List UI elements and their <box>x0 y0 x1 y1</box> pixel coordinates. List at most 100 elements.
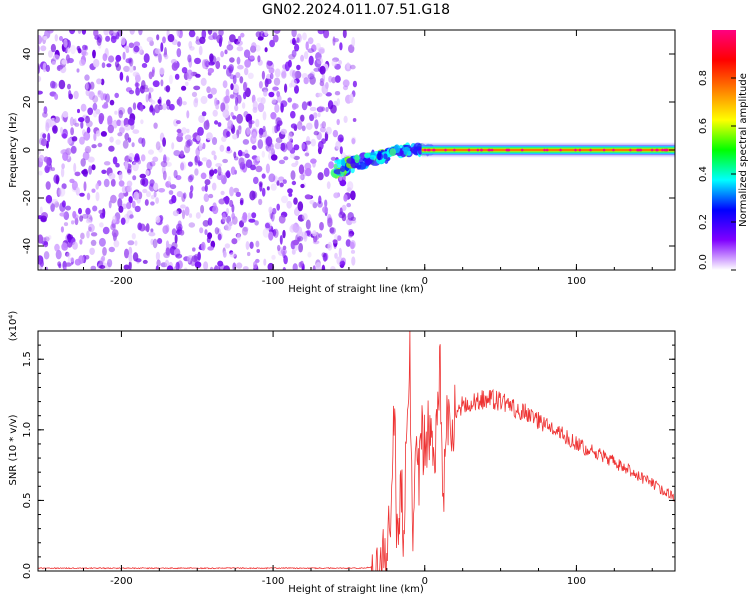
signal-peak <box>650 148 654 152</box>
noise-blob <box>187 175 193 183</box>
noise-blob <box>287 59 292 68</box>
noise-blob <box>219 35 223 45</box>
noise-blob <box>99 213 106 219</box>
noise-blob <box>284 83 288 93</box>
snr-line <box>38 331 675 571</box>
noise-blob <box>270 154 278 161</box>
noise-blob <box>194 168 199 176</box>
noise-blob <box>230 83 234 91</box>
noise-blob <box>214 227 220 235</box>
noise-blob <box>67 137 73 145</box>
noise-blob <box>293 197 298 205</box>
noise-blob <box>283 156 289 161</box>
noise-blob <box>99 265 106 269</box>
noise-blob <box>50 167 56 172</box>
noise-blob <box>220 50 225 58</box>
noise-blob <box>275 137 283 144</box>
noise-blob <box>222 80 228 89</box>
noise-blob <box>61 200 66 208</box>
noise-blob <box>307 48 315 54</box>
noise-blob <box>77 108 80 114</box>
noise-blob <box>181 85 187 91</box>
noise-blob <box>98 112 105 123</box>
noise-blob <box>263 258 267 266</box>
noise-blob <box>88 223 95 233</box>
noise-blob <box>221 212 227 223</box>
noise-blob <box>175 261 180 270</box>
noise-blob <box>52 125 58 134</box>
noise-blob <box>114 92 119 99</box>
signal-peak <box>636 148 639 152</box>
noise-blob <box>47 132 51 143</box>
noise-blob <box>220 102 226 112</box>
noise-blob <box>151 69 155 77</box>
noise-blob <box>281 71 287 79</box>
noise-blob <box>113 240 120 248</box>
noise-blob <box>185 81 189 87</box>
noise-blob <box>176 98 181 105</box>
noise-blob <box>214 264 218 270</box>
noise-blob <box>218 198 226 205</box>
noise-blob <box>133 191 140 201</box>
noise-blob <box>286 200 293 209</box>
noise-blob <box>40 45 47 52</box>
noise-blob <box>332 239 338 244</box>
noise-blob <box>132 175 137 181</box>
noise-blob <box>278 215 286 224</box>
noise-blob <box>341 204 347 211</box>
signal-peak <box>490 148 494 152</box>
noise-blob <box>237 149 243 157</box>
noise-blob <box>217 260 224 267</box>
noise-blob <box>274 116 281 122</box>
x-tick-label: -100 <box>262 576 285 587</box>
noise-blob <box>216 56 221 62</box>
noise-blob <box>175 253 183 259</box>
noise-blob <box>271 254 276 260</box>
signal-peak <box>665 148 668 152</box>
noise-blob <box>233 151 237 159</box>
noise-blob <box>307 101 311 106</box>
noise-blob <box>58 263 62 269</box>
noise-blob <box>316 57 323 65</box>
noise-blob <box>334 75 341 83</box>
noise-blob <box>144 199 149 206</box>
noise-blob <box>140 119 144 125</box>
noise-blob <box>112 30 118 37</box>
noise-blob <box>91 144 97 149</box>
noise-blob <box>42 133 47 139</box>
noise-blob <box>137 159 141 165</box>
noise-blob <box>54 34 58 42</box>
noise-blob <box>123 65 130 72</box>
noise-blob <box>122 140 129 149</box>
noise-blob <box>149 161 156 167</box>
noise-blob <box>348 229 354 234</box>
noise-blob <box>222 109 230 119</box>
noise-blob <box>292 102 297 111</box>
noise-blob <box>232 133 238 140</box>
noise-blob <box>118 192 125 200</box>
noise-blob <box>179 150 184 157</box>
noise-blob <box>131 233 136 240</box>
noise-blob <box>317 30 325 35</box>
noise-blob <box>88 91 96 101</box>
noise-blob <box>236 56 241 65</box>
noise-blob <box>146 191 151 198</box>
noise-blob <box>349 64 356 70</box>
noise-blob <box>68 90 72 98</box>
noise-blob <box>314 119 319 130</box>
noise-blob <box>225 207 230 215</box>
noise-blob <box>246 127 251 135</box>
noise-blob <box>317 112 321 118</box>
noise-blob <box>119 126 125 134</box>
noise-blob <box>289 153 296 159</box>
noise-blob <box>70 145 77 154</box>
noise-blob <box>293 144 300 151</box>
noise-blob <box>162 137 167 147</box>
noise-blob <box>154 48 161 55</box>
noise-blob <box>198 142 203 152</box>
noise-blob <box>110 178 116 187</box>
signal-peak <box>589 148 592 152</box>
noise-blob <box>48 235 52 240</box>
noise-blob <box>231 212 236 220</box>
noise-blob <box>176 48 182 58</box>
